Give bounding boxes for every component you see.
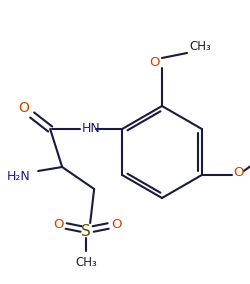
Text: O: O [149, 55, 160, 68]
Text: HN: HN [82, 122, 100, 135]
Text: O: O [110, 218, 121, 231]
Text: H₂N: H₂N [6, 170, 30, 183]
Text: CH₃: CH₃ [188, 41, 210, 53]
Text: O: O [19, 101, 30, 115]
Text: O: O [233, 166, 243, 179]
Text: O: O [53, 218, 63, 231]
Text: S: S [81, 224, 91, 239]
Text: CH₃: CH₃ [75, 256, 97, 268]
